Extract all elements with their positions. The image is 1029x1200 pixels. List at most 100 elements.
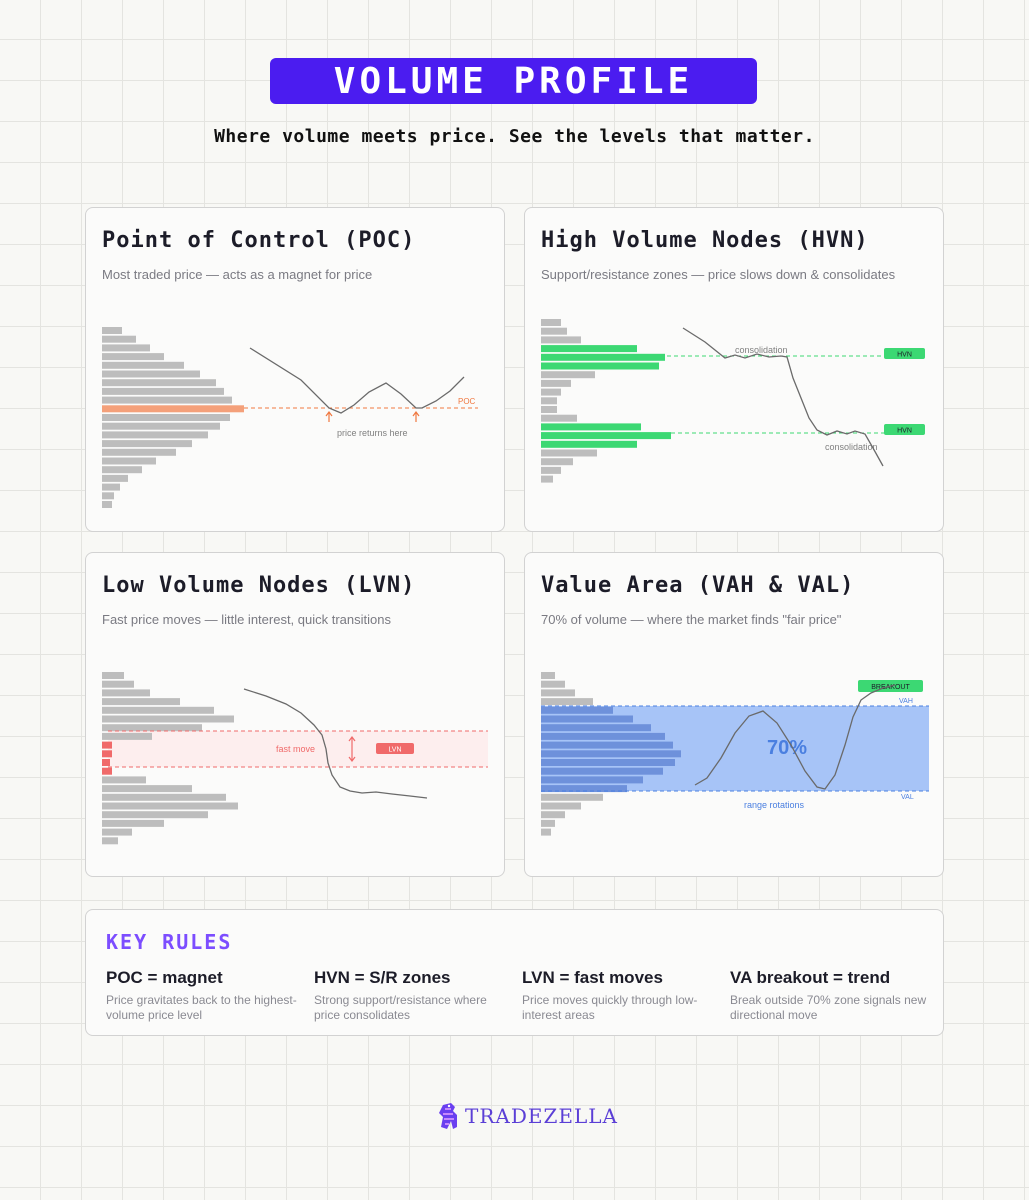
volume-bar (541, 750, 681, 758)
volume-bar (102, 492, 114, 500)
volume-bar (541, 785, 627, 793)
rule-item: POC = magnet Price gravitates back to th… (106, 968, 306, 1023)
poc-annotation: price returns here (337, 428, 408, 438)
volume-bar (102, 414, 230, 421)
volume-bar (102, 793, 226, 801)
card-poc: Point of Control (POC) Most traded price… (85, 207, 505, 532)
range-rotations-annotation: range rotations (744, 800, 805, 810)
card-description: Support/resistance zones — price slows d… (541, 267, 896, 282)
card-description: Fast price moves — little interest, quic… (102, 612, 391, 627)
consolidation-annotation: consolidation (735, 345, 788, 355)
rule-heading: HVN = S/R zones (314, 968, 451, 987)
volume-bar (102, 828, 132, 836)
hvn-badge-label: HVN (897, 352, 912, 359)
volume-bar (102, 750, 112, 758)
volume-bar (541, 819, 555, 827)
volume-bar (541, 475, 553, 483)
val-label: VAL (901, 794, 914, 801)
volume-bar (541, 388, 561, 396)
volume-bar (541, 397, 557, 405)
rule-heading: POC = magnet (106, 968, 223, 987)
volume-bar (541, 680, 565, 688)
volume-bar (102, 672, 124, 679)
volume-bar (102, 370, 200, 378)
card-title: Point of Control (POC) (102, 228, 416, 253)
volume-bar (102, 431, 208, 439)
volume-bar (541, 406, 557, 413)
volume-bar (541, 362, 659, 370)
volume-bar (102, 466, 142, 474)
lvn-profile-graphic: fast move LVN (102, 672, 488, 845)
price-line (682, 327, 884, 467)
arrow-up-icon (348, 736, 356, 742)
volume-bar (541, 759, 675, 766)
price-line (243, 688, 428, 799)
volume-bar (541, 732, 665, 740)
volume-bar (541, 811, 565, 819)
volume-bar (541, 327, 567, 335)
footer-brand: TRADEZELLA (437, 1101, 618, 1131)
volume-bar (541, 715, 633, 723)
value-area-percent: 70% (767, 737, 807, 759)
volume-bar (541, 802, 581, 810)
volume-bar (541, 458, 573, 466)
card-description: Most traded price — acts as a magnet for… (102, 267, 373, 282)
volume-bar (541, 319, 561, 326)
consolidation-annotation: consolidation (825, 442, 878, 452)
volume-bar (102, 741, 112, 749)
fast-move-annotation: fast move (276, 744, 315, 754)
rule-item: VA breakout = trend Break outside 70% zo… (730, 968, 930, 1023)
hvn-profile-graphic: HVN HVN consolidation consolidation (541, 319, 925, 483)
rule-body: Break outside 70% zone signals new direc… (730, 993, 927, 1022)
hvn-badge (884, 348, 925, 359)
volume-bar (541, 706, 613, 714)
card-value-area: Value Area (VAH & VAL) 70% of volume — w… (524, 552, 944, 877)
rule-item: LVN = fast moves Price moves quickly thr… (522, 968, 722, 1023)
volume-bar (102, 448, 176, 456)
volume-bar (102, 706, 214, 714)
volume-bar (541, 828, 551, 836)
volume-bar (541, 353, 665, 361)
volume-bar (102, 387, 224, 395)
volume-bar (541, 379, 571, 387)
volume-bar (541, 466, 561, 474)
volume-bar (541, 440, 637, 448)
volume-bar (102, 474, 128, 482)
volume-bar (102, 776, 146, 784)
page-subtitle: Where volume meets price. See the levels… (214, 126, 815, 147)
key-rules-title: KEY RULES (106, 930, 233, 954)
arrow-icon (412, 411, 420, 417)
poc-profile-graphic: POC price returns here (102, 327, 478, 508)
volume-bar (102, 501, 112, 508)
poc-label: POC (458, 397, 476, 406)
volume-bar (102, 732, 152, 740)
page-title: VOLUME PROFILE (333, 60, 694, 102)
volume-bar (102, 405, 244, 413)
volume-bar (541, 767, 663, 775)
volume-bar (541, 432, 671, 440)
card-title: Value Area (VAH & VAL) (541, 573, 855, 598)
volume-bar (541, 776, 643, 784)
volume-bar (541, 741, 673, 749)
volume-bar (102, 698, 180, 706)
volume-bar (102, 396, 232, 404)
volume-bar (541, 672, 555, 679)
lvn-zone (108, 731, 488, 767)
zebra-logo-icon (439, 1103, 457, 1129)
volume-bar (541, 423, 641, 431)
volume-bar (102, 724, 202, 732)
arrow-icon (325, 411, 333, 417)
breakout-label: BREAKOUT (871, 684, 910, 691)
volume-bar (102, 759, 110, 766)
volume-bar (541, 336, 581, 344)
lvn-badge-label: LVN (388, 747, 401, 754)
volume-bar (541, 698, 593, 706)
rule-body: Price moves quickly through low-interest… (522, 993, 698, 1022)
card-title: Low Volume Nodes (LVN) (102, 573, 416, 598)
volume-bar (102, 819, 164, 827)
volume-bar (102, 811, 208, 819)
brand-name: TRADEZELLA (465, 1104, 618, 1128)
volume-bar (541, 724, 651, 732)
lvn-badge (376, 743, 414, 754)
volume-bar (541, 689, 575, 697)
